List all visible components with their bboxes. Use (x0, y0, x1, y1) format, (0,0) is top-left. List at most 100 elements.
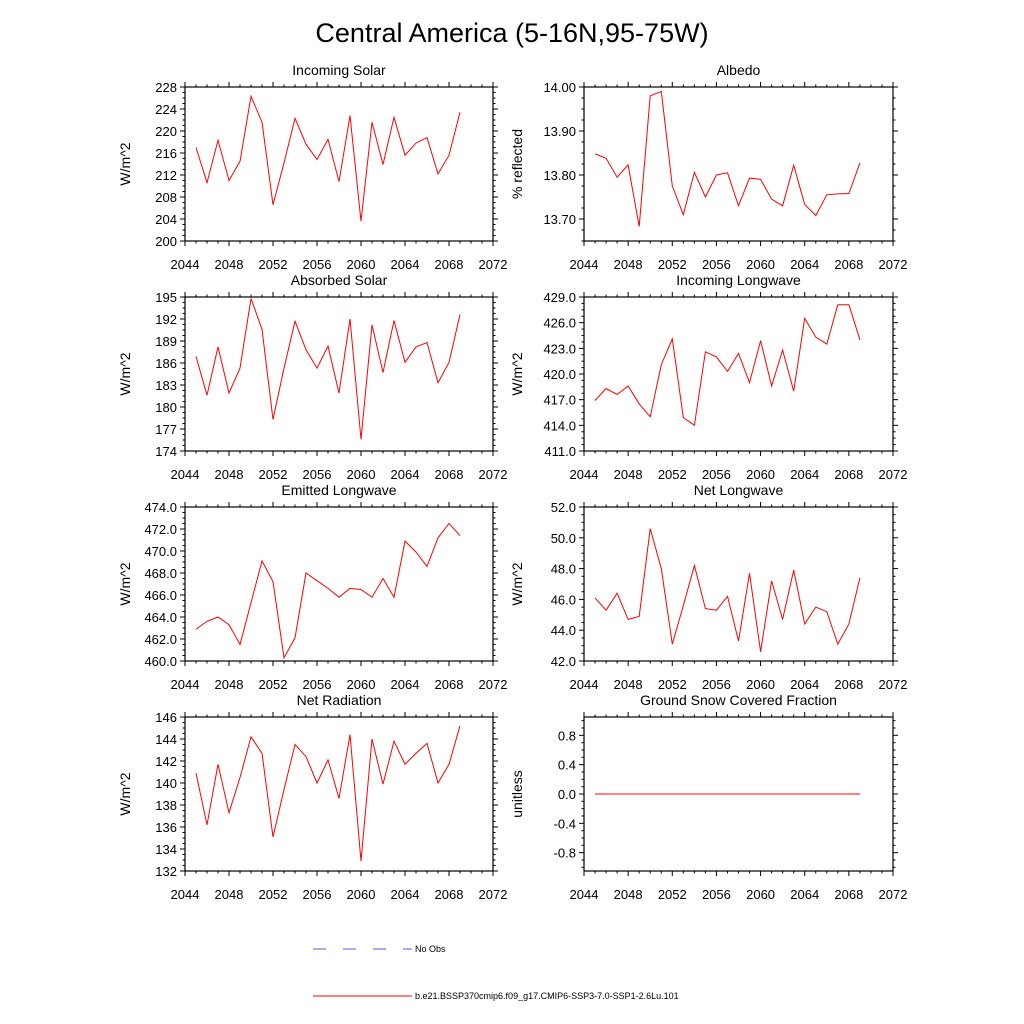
legend-label-no-obs: No Obs (415, 944, 446, 954)
x-tick-label: 2056 (303, 257, 332, 272)
panel-title: Albedo (717, 62, 761, 78)
y-tick-label: 200 (155, 234, 177, 249)
series-line (195, 725, 461, 862)
y-tick-label: 474.0 (144, 500, 177, 515)
x-tick-label: 2056 (702, 887, 731, 902)
x-tick-label: 2064 (391, 467, 420, 482)
x-tick-label: 2064 (790, 887, 819, 902)
x-tick-label: 2044 (570, 257, 599, 272)
x-tick-label: 2060 (746, 257, 775, 272)
x-tick-label: 2056 (303, 887, 332, 902)
y-tick-label: 470.0 (144, 544, 177, 559)
y-tick-label: 13.70 (543, 212, 576, 227)
y-tick-label: 140 (155, 776, 177, 791)
panels: Incoming Solar 2044 2048 2052 2056 2060 2064 20… (117, 62, 907, 902)
y-tick-label: 414.0 (543, 418, 576, 433)
y-tick-label: 50.0 (551, 531, 576, 546)
y-tick-label: 13.90 (543, 124, 576, 139)
legend: No Obs b.e21.BSSP370cmip6.f09_g17.CMIP6-… (313, 944, 679, 1001)
x-tick-label: 2052 (658, 677, 687, 692)
x-tick-label: 2060 (347, 677, 376, 692)
x-tick-label: 2052 (658, 887, 687, 902)
plot-frame (184, 506, 494, 662)
y-tick-label: 174 (155, 444, 177, 459)
x-tick-label: 2056 (303, 677, 332, 692)
y-tick-label: 423.0 (543, 341, 576, 356)
y-tick-label: 192 (155, 312, 177, 327)
x-tick-label: 2068 (435, 887, 464, 902)
panel-title: Ground Snow Covered Fraction (640, 692, 837, 708)
panel-title: Absorbed Solar (291, 272, 388, 288)
x-tick-label: 2044 (570, 467, 599, 482)
y-tick-label: 228 (155, 80, 177, 95)
y-tick-label: 208 (155, 190, 177, 205)
x-tick-label: 2056 (702, 467, 731, 482)
panel-title: Net Radiation (297, 692, 382, 708)
series-line (594, 304, 861, 427)
y-tick-label: 180 (155, 400, 177, 415)
x-tick-label: 2052 (259, 887, 288, 902)
panel-6: Net Longwave 2044 2048 2052 2056 2060 2064 2068… (509, 482, 907, 692)
x-tick-label: 2044 (171, 677, 200, 692)
series-line (594, 528, 861, 652)
x-tick-label: 2048 (614, 677, 643, 692)
y-tick-label: 462.0 (144, 632, 177, 647)
x-tick-label: 2048 (614, 257, 643, 272)
y-tick-label: 195 (155, 290, 177, 305)
y-tick-label: -0.4 (554, 816, 576, 831)
panel-title: Incoming Solar (292, 62, 386, 78)
y-axis-label: W/m^2 (117, 772, 133, 815)
x-tick-label: 2064 (391, 677, 420, 692)
x-tick-label: 2072 (879, 257, 908, 272)
y-tick-label: 52.0 (551, 500, 576, 515)
panel-8: Ground Snow Covered Fraction 2044 2048 2052… (509, 692, 907, 902)
x-tick-label: 2060 (347, 467, 376, 482)
panel-5: Emitted Longwave 2044 2048 2052 2056 2060 2064… (117, 482, 507, 692)
x-tick-label: 2044 (171, 887, 200, 902)
y-tick-label: 186 (155, 356, 177, 371)
x-tick-label: 2044 (171, 257, 200, 272)
panel-4: Incoming Longwave 2044 2048 2052 2056 2060 206… (509, 272, 907, 482)
x-tick-label: 2048 (614, 467, 643, 482)
y-tick-label: 183 (155, 378, 177, 393)
y-tick-label: 44.0 (551, 623, 576, 638)
panel-2: Albedo 2044 2048 2052 2056 2060 2064 2068 2072 13… (509, 62, 907, 272)
y-tick-label: 420.0 (543, 367, 576, 382)
y-tick-label: 144 (155, 732, 177, 747)
y-axis-label: W/m^2 (509, 562, 525, 605)
panel-3: Absorbed Solar 2044 2048 2052 2056 2060 2064 20… (117, 272, 507, 482)
y-tick-label: 224 (155, 102, 177, 117)
y-axis-label: % reflected (509, 129, 525, 199)
y-tick-label: 138 (155, 798, 177, 813)
y-tick-label: 468.0 (144, 566, 177, 581)
y-tick-label: 204 (155, 212, 177, 227)
x-tick-label: 2072 (479, 467, 508, 482)
y-tick-label: 42.0 (551, 654, 576, 669)
y-axis-label: W/m^2 (117, 562, 133, 605)
panel-title: Emitted Longwave (281, 482, 396, 498)
x-tick-label: 2052 (259, 677, 288, 692)
y-tick-label: 0.8 (558, 728, 576, 743)
x-tick-label: 2072 (479, 257, 508, 272)
y-tick-label: 177 (155, 422, 177, 437)
x-tick-label: 2052 (658, 257, 687, 272)
y-tick-label: 220 (155, 124, 177, 139)
x-tick-label: 2072 (879, 887, 908, 902)
x-tick-label: 2044 (171, 467, 200, 482)
figure-title: Central America (5-16N,95-75W) (315, 18, 708, 48)
panel-title: Incoming Longwave (676, 272, 801, 288)
x-tick-label: 2052 (259, 257, 288, 272)
y-tick-label: 14.00 (543, 80, 576, 95)
y-axis-label: W/m^2 (117, 352, 133, 395)
legend-label-model-run: b.e21.BSSP370cmip6.f09_g17.CMIP6-SSP3-7.… (415, 991, 679, 1001)
x-tick-label: 2060 (347, 257, 376, 272)
plot-frame (583, 296, 894, 452)
series-line (195, 298, 461, 440)
y-tick-label: 411.0 (544, 444, 576, 459)
plot-frame (184, 86, 494, 242)
y-tick-label: 0.0 (558, 787, 576, 802)
y-tick-label: 13.80 (543, 168, 576, 183)
x-tick-label: 2044 (570, 887, 599, 902)
y-tick-label: 426.0 (543, 316, 576, 331)
